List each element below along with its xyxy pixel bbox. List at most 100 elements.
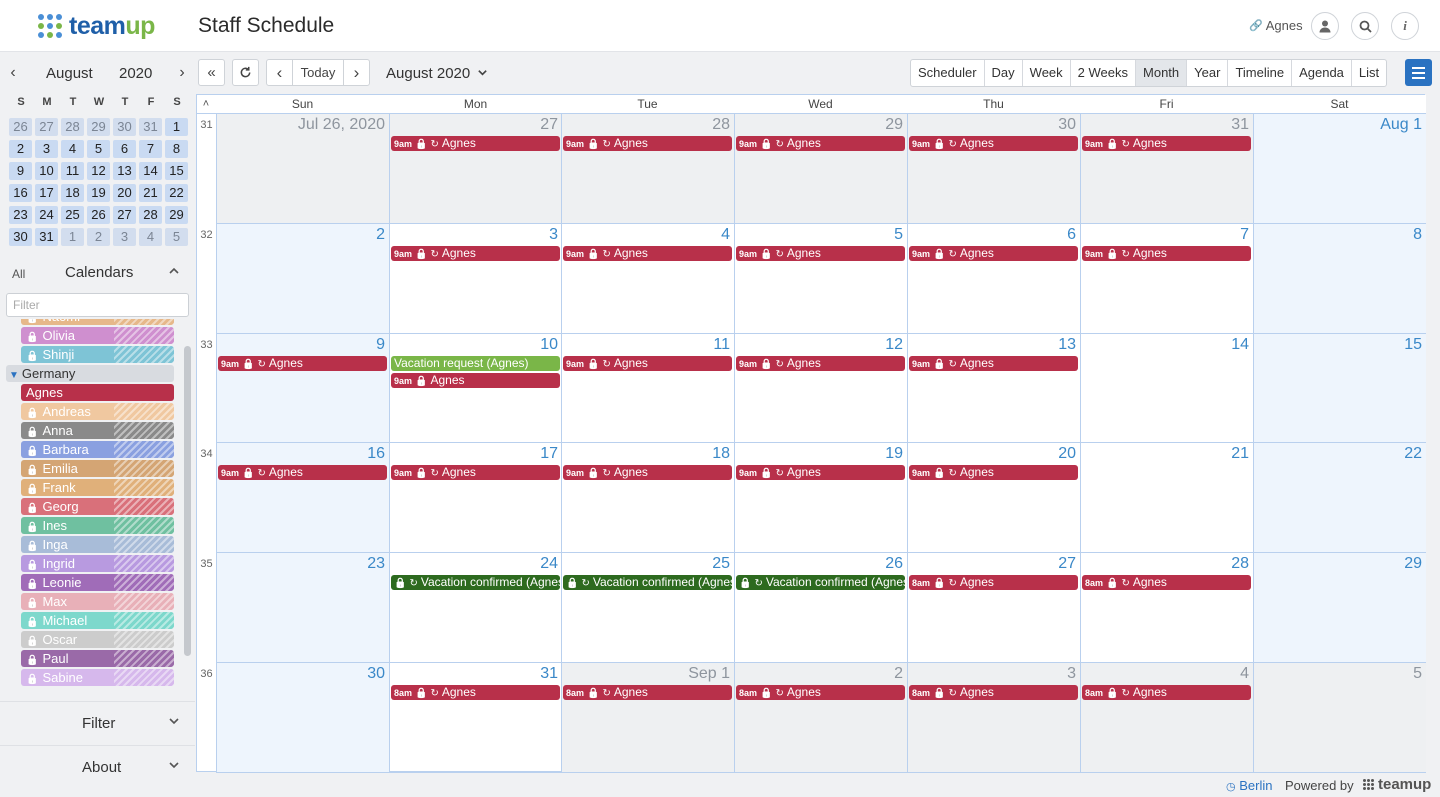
day-cell[interactable]: 27 bbox=[907, 553, 1080, 663]
day-number[interactable]: 31 bbox=[540, 665, 558, 682]
day-number[interactable]: 22 bbox=[1404, 445, 1422, 463]
day-number[interactable]: 31 bbox=[1231, 116, 1249, 133]
mini-calendar-day[interactable]: 15 bbox=[165, 162, 188, 180]
day-number[interactable]: 23 bbox=[367, 555, 385, 573]
about-section[interactable]: About bbox=[0, 745, 195, 789]
calendar-item-agnes[interactable]: Agnes bbox=[21, 384, 174, 401]
day-cell[interactable]: 16 bbox=[216, 443, 389, 554]
refresh-button[interactable] bbox=[232, 59, 259, 86]
day-number[interactable]: 2 bbox=[894, 665, 903, 682]
event-agnes[interactable]: 8am 🔒 ↻ Agnes bbox=[736, 685, 905, 700]
day-number[interactable]: 15 bbox=[1404, 335, 1422, 353]
mini-calendar-day[interactable]: 22 bbox=[165, 184, 188, 202]
day-number[interactable]: Jul 26, 2020 bbox=[297, 116, 385, 133]
mini-calendar-day[interactable]: 26 bbox=[87, 206, 110, 224]
event-agnes[interactable]: 9am 🔒 ↻ Agnes bbox=[909, 245, 1078, 261]
day-cell[interactable]: 12 bbox=[734, 333, 907, 444]
event-agnes[interactable]: 8am 🔒 ↻ Agnes bbox=[909, 575, 1078, 591]
mini-calendar-day[interactable]: 27 bbox=[35, 118, 58, 136]
day-number[interactable]: 20 bbox=[1058, 445, 1076, 463]
mini-calendar-day[interactable]: 17 bbox=[35, 184, 58, 202]
day-number[interactable]: 5 bbox=[894, 225, 903, 243]
day-cell[interactable]: 9 bbox=[216, 333, 389, 444]
mini-calendar-day[interactable]: 12 bbox=[87, 162, 110, 180]
event-agnes[interactable]: 8am 🔒 ↻ Agnes bbox=[1082, 575, 1251, 591]
day-number[interactable]: 28 bbox=[712, 116, 730, 133]
day-number[interactable]: 9 bbox=[376, 335, 385, 353]
day-number[interactable]: Aug 1 bbox=[1380, 116, 1422, 133]
view-week-button[interactable]: Week bbox=[1023, 60, 1071, 86]
collapse-sidebar-button[interactable]: « bbox=[198, 59, 225, 86]
day-cell[interactable]: 28 bbox=[561, 114, 734, 224]
event-agnes[interactable]: 9am 🔒 ↻ Agnes bbox=[563, 355, 732, 371]
mini-calendar-day[interactable]: 25 bbox=[61, 206, 84, 224]
prev-period-button[interactable]: ‹ bbox=[266, 59, 293, 86]
mini-calendar-day[interactable]: 1 bbox=[165, 118, 188, 136]
day-cell[interactable]: 31 bbox=[389, 663, 562, 773]
calendar-item-inga[interactable]: 🔒 Inga bbox=[21, 536, 174, 553]
day-number[interactable]: 3 bbox=[1067, 665, 1076, 682]
day-number[interactable]: Sep 1 bbox=[688, 665, 730, 682]
calendar-item-emilia[interactable]: 🔒 Emilia bbox=[21, 460, 174, 477]
event-agnes[interactable]: 9am 🔒 ↻ Agnes bbox=[1082, 245, 1251, 261]
view-day-button[interactable]: Day bbox=[985, 60, 1023, 86]
day-number[interactable]: 5 bbox=[1413, 665, 1422, 682]
day-number[interactable]: 21 bbox=[1231, 445, 1249, 463]
view-2-weeks-button[interactable]: 2 Weeks bbox=[1071, 60, 1137, 86]
event-agnes[interactable]: 8am 🔒 ↻ Agnes bbox=[909, 685, 1078, 700]
calendar-item-oscar[interactable]: 🔒 Oscar bbox=[21, 631, 174, 648]
day-number[interactable]: 24 bbox=[540, 555, 558, 573]
day-cell[interactable]: 29 bbox=[734, 114, 907, 224]
chevron-up-icon[interactable] bbox=[168, 264, 180, 280]
calendar-filter-input[interactable] bbox=[6, 293, 189, 317]
search-button[interactable] bbox=[1351, 12, 1379, 40]
mini-calendar-day[interactable]: 3 bbox=[35, 140, 58, 158]
calendar-item-georg[interactable]: 🔒 Georg bbox=[21, 498, 174, 515]
day-cell[interactable]: 15 bbox=[1253, 333, 1426, 444]
mini-calendar-day[interactable]: 28 bbox=[61, 118, 84, 136]
event-agnes[interactable]: 9am 🔒 ↻ Agnes bbox=[563, 245, 732, 261]
day-cell[interactable]: 13 bbox=[907, 333, 1080, 444]
event-vacation-confirmed[interactable]: 🔒 ↻ Vacation confirmed (Agnes) bbox=[736, 575, 905, 591]
mini-prev-month-icon[interactable]: ‹ bbox=[10, 64, 16, 81]
event-agnes[interactable]: 9am 🔒 ↻ Agnes bbox=[218, 355, 387, 371]
day-number[interactable]: 19 bbox=[885, 445, 903, 463]
day-number[interactable]: 17 bbox=[540, 445, 558, 463]
mini-calendar-day[interactable]: 7 bbox=[139, 140, 162, 158]
day-number[interactable]: 18 bbox=[712, 445, 730, 463]
week-number[interactable]: 32 bbox=[200, 228, 213, 241]
mini-calendar-day[interactable]: 29 bbox=[165, 206, 188, 224]
calendar-item-leonie[interactable]: 🔒 Leonie bbox=[21, 574, 174, 591]
day-number[interactable]: 30 bbox=[367, 665, 385, 682]
mini-calendar-day[interactable]: 28 bbox=[139, 206, 162, 224]
day-number[interactable]: 3 bbox=[549, 225, 558, 243]
day-cell[interactable]: 19 bbox=[734, 443, 907, 554]
day-number[interactable]: 11 bbox=[713, 335, 730, 353]
mini-calendar-day[interactable]: 1 bbox=[61, 228, 84, 246]
day-cell[interactable]: 4 bbox=[561, 223, 734, 334]
mini-next-month-icon[interactable]: › bbox=[179, 64, 185, 81]
filter-section[interactable]: Filter bbox=[0, 701, 195, 745]
mini-calendar-day[interactable]: 20 bbox=[113, 184, 136, 202]
view-list-button[interactable]: List bbox=[1358, 65, 1380, 80]
mini-calendar-day[interactable]: 14 bbox=[139, 162, 162, 180]
mini-calendar-day[interactable]: 5 bbox=[87, 140, 110, 158]
event-agnes[interactable]: 9am 🔒 ↻ Agnes bbox=[909, 355, 1078, 371]
calendar-item-ines[interactable]: 🔒 Ines bbox=[21, 517, 174, 534]
mini-month-label[interactable]: August bbox=[46, 65, 93, 82]
calendar-item-sabine[interactable]: 🔒 Sabine bbox=[21, 669, 174, 686]
mini-calendar-day[interactable]: 27 bbox=[113, 206, 136, 224]
event-agnes[interactable]: 9am 🔒 ↻ Agnes bbox=[736, 136, 905, 151]
day-cell[interactable]: Sep 1 bbox=[561, 663, 734, 773]
day-number[interactable]: 25 bbox=[712, 555, 730, 573]
week-number[interactable]: 36 bbox=[200, 668, 213, 680]
current-period-dropdown[interactable]: August 2020 bbox=[386, 65, 488, 82]
timezone-link[interactable]: ◷ Berlin bbox=[1226, 778, 1272, 793]
day-cell[interactable]: 4 bbox=[1080, 663, 1253, 773]
mini-calendar-day[interactable]: 30 bbox=[113, 118, 136, 136]
today-button[interactable]: Today bbox=[292, 59, 344, 86]
view-year-button[interactable]: Year bbox=[1187, 60, 1229, 86]
mini-year-label[interactable]: 2020 bbox=[119, 65, 153, 82]
day-cell[interactable]: 7 bbox=[1080, 223, 1253, 334]
calendar-item-andreas[interactable]: 🔒 Andreas bbox=[21, 403, 174, 420]
